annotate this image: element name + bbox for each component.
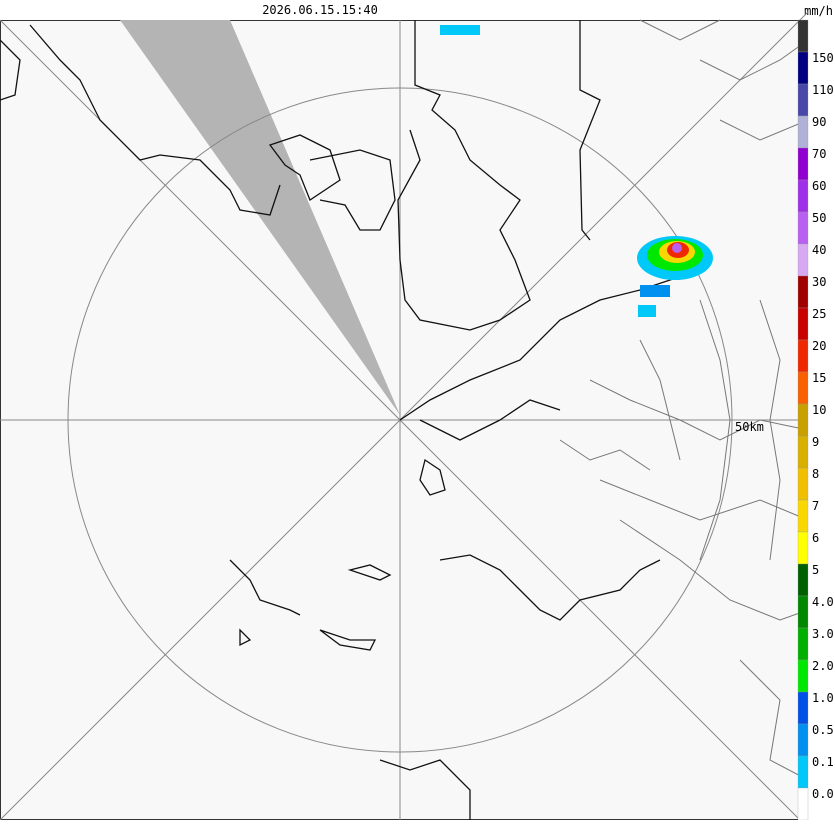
legend-swatch (797, 179, 809, 213)
legend-label: 10 (812, 403, 826, 417)
legend-label: 25 (812, 307, 826, 321)
legend-swatch (797, 243, 809, 277)
legend-swatch (797, 787, 809, 821)
legend-swatch (797, 115, 809, 149)
legend-swatch (797, 83, 809, 117)
legend-swatch (797, 435, 809, 469)
legend-label: 0.0 (812, 787, 834, 801)
legend-swatch (797, 19, 809, 53)
legend-swatch (797, 307, 809, 341)
legend-swatch (797, 275, 809, 309)
legend-label: 2.0 (812, 659, 834, 673)
legend-swatch (797, 467, 809, 501)
radar-beam-block (120, 20, 400, 415)
legend-label: 0.1 (812, 755, 834, 769)
legend-swatch (797, 403, 809, 437)
admin-borders (559, 19, 809, 781)
legend-label: 90 (812, 115, 826, 129)
legend-label: 15 (812, 371, 826, 385)
legend-label: 0.5 (812, 723, 834, 737)
legend-swatch (797, 595, 809, 629)
legend-label: 3.0 (812, 627, 834, 641)
legend-swatch (797, 755, 809, 789)
legend-label: 9 (812, 435, 819, 449)
legend-swatch (797, 531, 809, 565)
legend-label: 4.0 (812, 595, 834, 609)
legend-swatch (797, 339, 809, 373)
legend-label: 150 (812, 51, 834, 65)
color-legend: 150 110 90 70 60 50 40 30 25 20 15 10 9 8 7 6 5 4.0 3.0 2.0… (797, 19, 834, 821)
legend-label: 110 (812, 83, 834, 97)
legend-label: 60 (812, 179, 826, 193)
legend-label: 30 (812, 275, 826, 289)
range-label: 50km (735, 420, 764, 434)
legend-swatch (797, 691, 809, 725)
legend-swatch (797, 211, 809, 245)
legend-swatch (797, 659, 809, 693)
rain-echo (440, 25, 713, 317)
legend-label: 50 (812, 211, 826, 225)
legend-label: 6 (812, 531, 819, 545)
legend-swatch (797, 51, 809, 85)
legend-label: 5 (812, 563, 819, 577)
legend-label: 70 (812, 147, 826, 161)
legend-swatch (797, 147, 809, 181)
legend-swatch (797, 627, 809, 661)
legend-swatch (797, 371, 809, 405)
legend-label: 40 (812, 243, 826, 257)
legend-label: 1.0 (812, 691, 834, 705)
legend-swatch (797, 563, 809, 597)
legend-label: 20 (812, 339, 826, 353)
legend-label: 7 (812, 499, 819, 513)
coastlines (0, 20, 701, 820)
timestamp: 2026.06.15.15:40 (262, 3, 378, 17)
legend-label: 8 (812, 467, 819, 481)
legend-unit: mm/h (804, 4, 833, 18)
legend-swatch (797, 723, 809, 757)
legend-swatch (797, 499, 809, 533)
